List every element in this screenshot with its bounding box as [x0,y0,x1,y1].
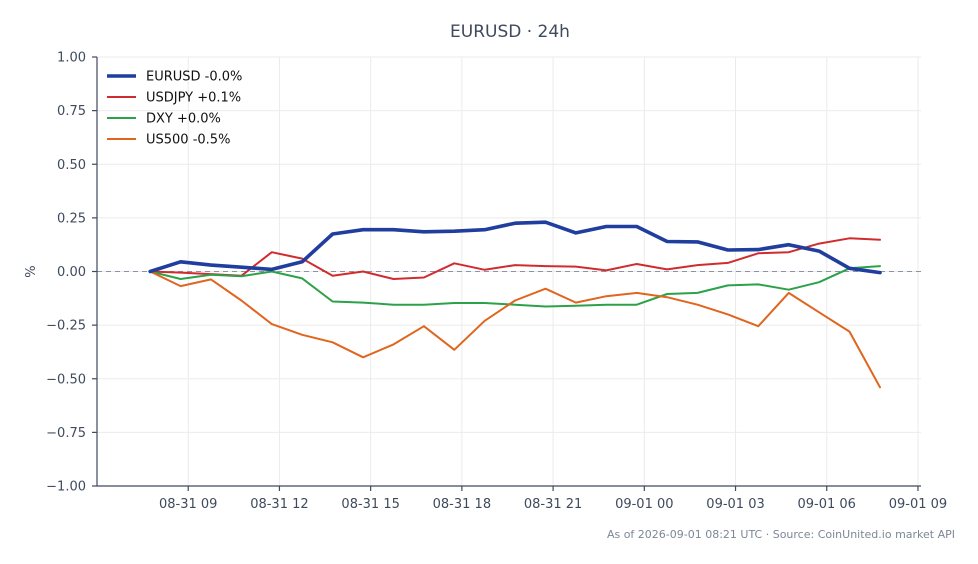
series-line [149,265,881,308]
x-tick-label: 09-01 03 [706,497,764,512]
y-tick-label: −0.75 [46,426,86,441]
series-line [148,220,882,275]
x-tick-label: 08-31 09 [159,497,217,512]
legend: EURUSD -0.0% USDJPY +0.1% DXY +0.0% US500 -… [107,70,242,148]
y-tick-label: 1.00 [57,51,86,66]
x-tick-label: 08-31 15 [341,497,399,512]
axes-layer: 1.00 0.75 0.50 0.25 0.00 −0.25 −0.50 −0.75 −1.00… [46,51,947,513]
x-tick-label: 08-31 21 [524,497,582,512]
y-tick-label: 0.25 [57,211,86,226]
y-axis-label: % [24,265,39,277]
y-tick-label: 0.00 [57,265,86,280]
series-layer [148,220,882,389]
x-tick-label: 08-31 12 [250,497,308,512]
legend-label: DXY +0.0% [146,112,221,127]
legend-label: US500 -0.5% [146,133,230,148]
y-tick-label: 0.50 [57,158,86,173]
y-tick-label: −0.50 [46,372,86,387]
series-line [149,270,881,389]
y-tick-label: −0.25 [46,319,86,334]
x-tick-label: 09-01 06 [798,497,856,512]
y-tick-label: −1.00 [46,480,86,495]
y-tick-label: 0.75 [57,104,86,119]
x-tick-label: 09-01 09 [889,497,947,512]
legend-label: EURUSD -0.0% [146,70,242,85]
x-tick-label: 08-31 18 [433,497,491,512]
x-tick-label: 09-01 00 [615,497,673,512]
series-line [149,237,881,280]
chart-title: EURUSD · 24h [450,22,570,42]
legend-label: USDJPY +0.1% [146,91,241,106]
footer-note: As of 2026-09-01 08:21 UTC · Source: Coi… [607,528,955,541]
